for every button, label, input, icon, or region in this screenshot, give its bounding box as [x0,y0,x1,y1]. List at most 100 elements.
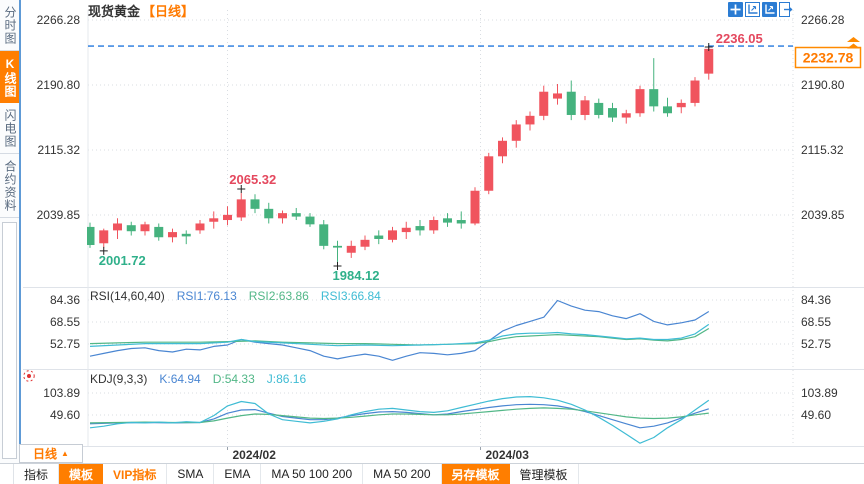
toolbar-item-manage-template[interactable]: 管理模板 [510,464,579,484]
sidebar-item-lightning-chart[interactable]: 闪电图 [0,103,19,154]
kdj-header: KDJ(9,3,3) K:64.94 D:54.33 J:86.16 [90,372,306,386]
candle [278,213,287,219]
kdj-k-value: K:64.94 [159,372,201,386]
candle [690,80,700,103]
candle [663,106,672,114]
axis-scale-icon[interactable] [745,2,760,17]
candle [470,190,480,224]
alert-target-icon[interactable] [22,369,36,383]
main-axis-label-right: 2190.80 [801,78,845,92]
period-tag: 【日线】 [142,4,195,19]
chart-canvas[interactable]: 2266.28 2266.28 2190.80 2190.80 2115.32 2115.… [0,0,864,462]
candle [525,115,535,125]
sidebar-item-contract-info[interactable]: 合约资料 [0,154,19,218]
candle [498,140,507,157]
toolbar-item-ema[interactable]: EMA [214,464,262,484]
price-annotation: 2065.32 [229,172,276,187]
candle [649,89,659,107]
sidebar-panel-placeholder [2,222,17,459]
candle [635,89,645,114]
axis-scale-active-icon[interactable] [762,2,777,17]
rsi2-value: RSI2:63.86 [248,289,309,303]
kdj-series-K [89,403,709,429]
period-selector[interactable]: 日线 ▲ [19,444,83,463]
candle [621,113,631,118]
chart-titlebar: 现货黄金 【日线】 [88,1,194,20]
toolbar-item-indicators[interactable]: 指标 [14,464,60,484]
extreme-marker [99,246,108,255]
candle [223,214,232,221]
toolbar-item-template[interactable]: 模板 [59,464,104,484]
candle [168,232,177,238]
chart-tool-icons [728,2,794,17]
toolbar-corner-cell [0,464,14,484]
candle [484,156,494,191]
candle [443,218,452,223]
sidebar: 分时图 K线图 闪电图 合约资料 [0,0,21,463]
price-up-arrow-icon [847,37,860,42]
main-axis-label-left: 2190.80 [37,78,81,92]
rsi-series-RSI2 [89,327,710,346]
candle [140,224,150,232]
toolbar-item-sma[interactable]: SMA [167,464,215,484]
extreme-marker [333,261,342,270]
pan-icon[interactable] [728,2,743,17]
candle [333,245,342,248]
toolbar-item-ma-50-200[interactable]: MA 50 200 [363,464,442,484]
main-axis-label-left: 2039.85 [37,208,81,222]
extreme-marker [704,43,713,52]
x-axis-label: 2024/02 [233,448,277,462]
kdj-indicator-name: KDJ(9,3,3) [90,372,148,386]
toolbar-item-ma-50-100-200[interactable]: MA 50 100 200 [261,464,364,484]
rsi-series-RSI1 [89,299,710,361]
candle [305,216,315,225]
rsi-axis-label-left: 52.75 [50,337,80,351]
rsi-lines [89,299,710,361]
chart-root: 2266.28 2266.28 2190.80 2190.80 2115.32 2115.… [23,10,864,462]
instrument-title: 现货黄金 [88,4,141,19]
rsi-series-RSI3 [89,323,710,347]
rsi-axis-label-right: 52.75 [801,337,831,351]
rsi-axis-label-right: 68.55 [801,315,831,329]
candle [594,102,604,115]
candle [608,108,617,118]
price-annotation: 2001.72 [99,253,146,268]
kdj-series-D [89,407,709,424]
candle [291,213,301,217]
main-axis-label-right: 2039.85 [801,208,845,222]
rsi-axis-label-left: 84.36 [50,293,80,307]
candle [154,226,164,238]
candle [126,225,136,232]
bottom-toolbar: 指标 模板 VIP指标 SMA EMA MA 50 100 200 MA 50 … [0,463,864,484]
kdj-series-J [89,396,710,444]
rsi-indicator-name: RSI(14,60,40) [90,289,165,303]
kdj-axis-label-right: 49.60 [801,408,831,422]
candle [580,100,590,115]
extreme-marker [237,185,246,194]
x-axis-label: 2024/03 [486,448,530,462]
candle [99,230,109,244]
candle [264,208,274,219]
candle [553,93,562,99]
candle [566,91,576,115]
kdj-lines [89,396,710,444]
candle [319,224,329,246]
candle [429,220,439,231]
candle [388,230,397,240]
exit-chart-icon[interactable] [779,2,794,17]
sidebar-item-time-chart[interactable]: 分时图 [0,0,19,51]
candle [195,223,205,231]
toolbar-item-save-template[interactable]: 另存模板 [441,464,510,484]
candle [539,91,549,116]
candle [401,227,411,233]
sidebar-item-kline-chart[interactable]: K线图 [0,51,19,103]
toolbar-item-vip-indicators[interactable]: VIP指标 [103,464,168,484]
rsi-header: RSI(14,60,40) RSI1:76.13 RSI2:63.86 RSI3… [90,289,381,303]
candle [250,199,260,209]
candle [236,199,246,218]
rsi1-value: RSI1:76.13 [176,289,237,303]
main-axis-label-left: 2115.32 [38,143,81,157]
kdj-axis-label-left: 49.60 [50,408,80,422]
period-selector-label: 日线 [33,447,58,461]
